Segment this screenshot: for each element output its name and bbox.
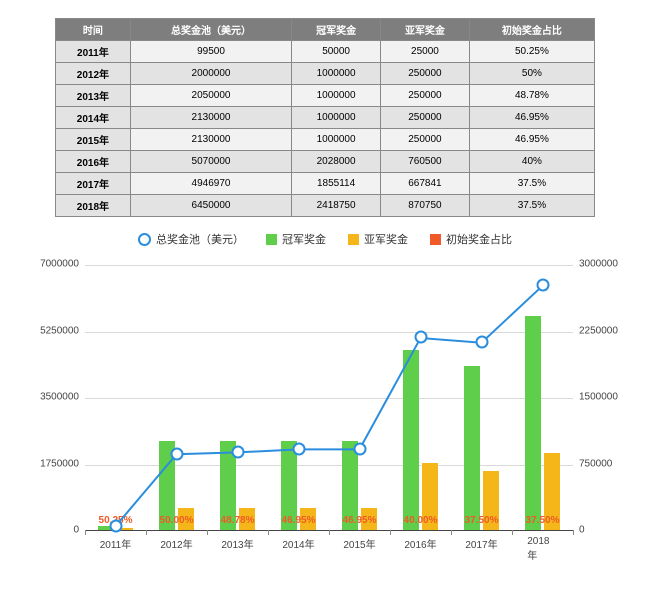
y1-tick: 1750000 <box>40 458 79 469</box>
x-tick: 2013年 <box>221 536 253 551</box>
col-header: 亚军奖金 <box>381 19 470 41</box>
y1-tick: 7000000 <box>40 259 79 270</box>
legend-runnerup: 亚军奖金 <box>348 231 408 247</box>
x-tick: 2018年 <box>527 536 558 562</box>
legend-total: 总奖金池（美元） <box>138 231 244 247</box>
x-tick: 2017年 <box>465 536 497 551</box>
table-row: 2017年4946970185511466784137.5% <box>56 173 595 195</box>
line-marker <box>475 336 488 349</box>
y1-tick: 5250000 <box>40 325 79 336</box>
line-marker <box>292 443 305 456</box>
col-header: 冠军奖金 <box>292 19 381 41</box>
line-marker <box>536 278 549 291</box>
col-header: 时间 <box>56 19 131 41</box>
table-row: 2011年99500500002500050.25% <box>56 41 595 63</box>
legend-champion: 冠军奖金 <box>266 231 326 247</box>
line-marker <box>231 446 244 459</box>
y1-tick: 3500000 <box>40 392 79 403</box>
col-header: 初始奖金占比 <box>469 19 594 41</box>
legend-pct: 初始奖金占比 <box>430 231 512 247</box>
chart-legend: 总奖金池（美元） 冠军奖金 亚军奖金 初始奖金占比 <box>20 231 630 247</box>
table-row: 2018年6450000241875087075037.5% <box>56 195 595 217</box>
table-row: 2015年2130000100000025000046.95% <box>56 129 595 151</box>
table-row: 2014年2130000100000025000046.95% <box>56 107 595 129</box>
line-marker <box>353 443 366 456</box>
y2-tick: 0 <box>579 525 585 536</box>
table-row: 2016年5070000202800076050040% <box>56 151 595 173</box>
x-tick: 2011年 <box>100 536 132 551</box>
y2-tick: 1500000 <box>579 392 618 403</box>
prize-chart: 0 1750000 3500000 5250000 7000000 0 750000 1500… <box>25 255 625 565</box>
prize-table: 时间总奖金池（美元）冠军奖金亚军奖金初始奖金占比 2011年9950050000… <box>55 18 595 217</box>
y2-tick: 2250000 <box>579 325 618 336</box>
col-header: 总奖金池（美元） <box>130 19 291 41</box>
line-marker <box>170 448 183 461</box>
y1-tick: 0 <box>73 525 79 536</box>
line-marker <box>414 331 427 344</box>
y2-tick: 750000 <box>579 458 612 469</box>
x-tick: 2014年 <box>282 536 314 551</box>
x-tick: 2015年 <box>343 536 375 551</box>
x-tick: 2012年 <box>160 536 192 551</box>
line-marker <box>109 520 122 533</box>
table-row: 2012年2000000100000025000050% <box>56 63 595 85</box>
y2-tick: 3000000 <box>579 259 618 270</box>
x-tick: 2016年 <box>404 536 436 551</box>
table-row: 2013年2050000100000025000048.78% <box>56 85 595 107</box>
